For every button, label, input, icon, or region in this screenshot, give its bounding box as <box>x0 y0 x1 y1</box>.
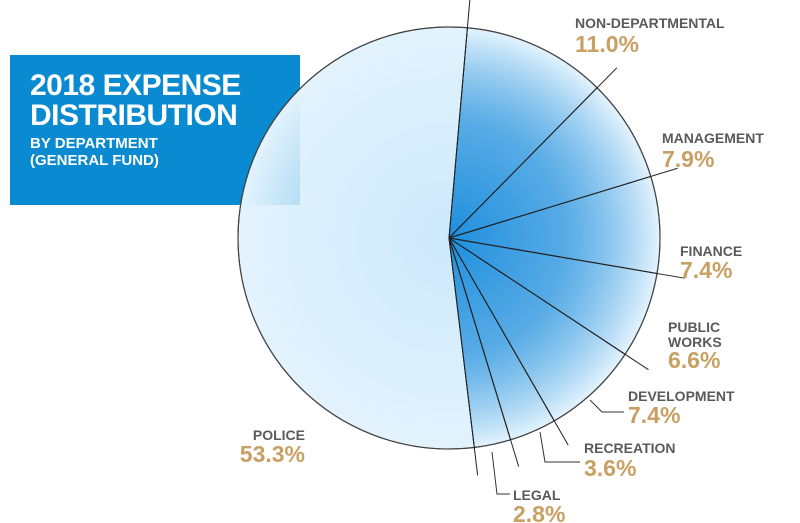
value-label: 3.6% <box>584 455 636 481</box>
divider <box>448 237 649 371</box>
category-label: LEGAL <box>513 487 561 503</box>
category-label: NON-DEPARTMENTAL <box>575 15 725 31</box>
leader-line <box>491 451 510 495</box>
chart-title: 2018 EXPENSE DISTRIBUTION <box>30 69 241 132</box>
category-label: PUBLIC WORKS <box>668 319 722 350</box>
pie-slice <box>237 26 475 450</box>
divider <box>448 237 685 279</box>
value-label: 7.4% <box>680 257 732 283</box>
value-label: 6.6% <box>668 347 720 373</box>
divider <box>448 237 479 476</box>
category-label: RECREATION <box>584 440 676 456</box>
category-label: DEVELOPMENT <box>628 388 735 404</box>
chart-subtitle: BY DEPARTMENT (GENERAL FUND) <box>30 135 159 169</box>
divider <box>448 0 471 239</box>
pie-outline <box>237 26 661 450</box>
divider <box>448 237 569 446</box>
category-label: POLICE <box>253 427 305 443</box>
divider <box>448 167 678 239</box>
value-label: 11.0% <box>575 31 639 57</box>
value-label: 2.8% <box>513 501 565 523</box>
title-box: 2018 EXPENSE DISTRIBUTION BY DEPARTMENT … <box>10 55 300 205</box>
category-label: MANAGEMENT <box>662 130 764 146</box>
leader-line <box>589 399 624 413</box>
divider <box>448 67 618 239</box>
value-label: 7.9% <box>662 146 714 172</box>
divider <box>448 237 520 467</box>
value-label: 7.4% <box>628 402 680 428</box>
category-label: FINANCE <box>680 243 742 259</box>
value-label: 53.3% <box>240 441 305 467</box>
leader-line <box>539 431 580 463</box>
